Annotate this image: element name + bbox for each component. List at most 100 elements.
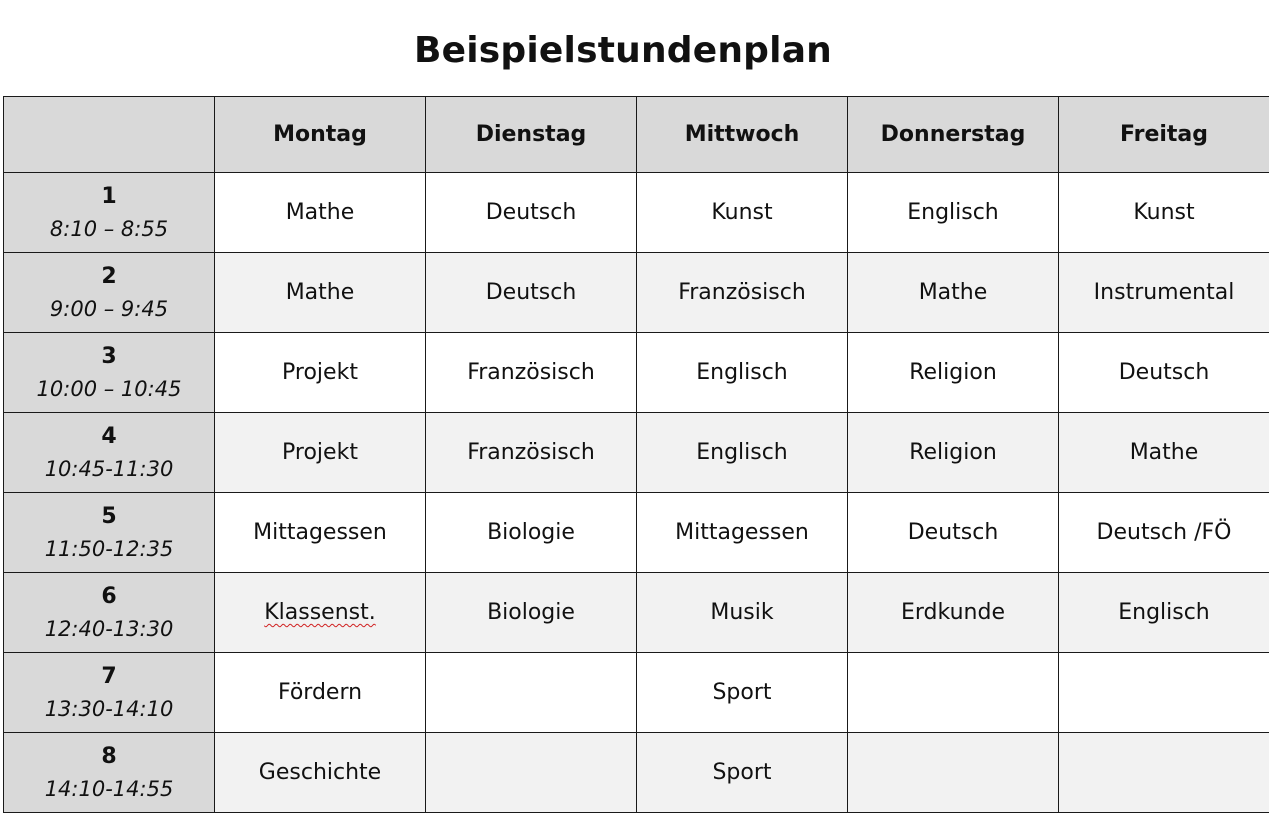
subject-cell: Fördern [214,652,426,733]
subject-cell: Kunst [636,172,848,253]
table-row: 2 9:00 – 9:45 Mathe Deutsch Französisch Mathe… [3,252,1269,333]
subject-text: Deutsch [1118,360,1210,385]
subject-cell: Deutsch [425,252,637,333]
subject-text: Religion [909,440,997,465]
subject-text: Religion [909,360,997,385]
subject-cell: Geschichte [214,732,426,813]
subject-cell: Mathe [847,252,1059,333]
subject-text: Biologie [487,600,575,625]
day-header-dienstag: Dienstag [425,96,637,173]
period-time: 13:30-14:10 [44,696,174,721]
subject-text: Mittagessen [253,520,387,545]
page-title: Beispielstundenplan [413,30,833,71]
subject-cell: Französisch [636,252,848,333]
period-number: 3 [101,343,117,369]
period-time: 9:00 – 9:45 [49,296,169,321]
subject-text: Erdkunde [901,600,1005,625]
subject-text: Mittagessen [675,520,809,545]
period-cell: 2 9:00 – 9:45 [3,252,215,333]
subject-cell: Englisch [1058,572,1269,653]
subject-cell: Englisch [636,332,848,413]
subject-text: Biologie [487,520,575,545]
subject-text: Französisch [467,360,595,385]
day-header-montag: Montag [214,96,426,173]
subject-cell: Klassenst. [214,572,426,653]
header-row: Montag Dienstag Mittwoch Donnerstag Freitag [3,96,1269,173]
day-header-mittwoch: Mittwoch [636,96,848,173]
period-cell: 1 8:10 – 8:55 [3,172,215,253]
subject-cell: Mittagessen [214,492,426,573]
subject-text: Projekt [282,360,358,385]
period-number: 8 [101,743,117,769]
subject-text: Kunst [711,200,773,225]
subject-cell: Deutsch [847,492,1059,573]
subject-text: Kunst [1133,200,1195,225]
subject-text: Englisch [696,440,788,465]
subject-cell: Englisch [847,172,1059,253]
day-header-donnerstag: Donnerstag [847,96,1059,173]
period-time: 14:10-14:55 [44,776,174,801]
subject-cell: Deutsch [425,172,637,253]
period-cell: 8 14:10-14:55 [3,732,215,813]
period-number: 7 [101,663,117,689]
subject-cell [847,652,1059,733]
subject-text: Englisch [1118,600,1210,625]
subject-cell: Sport [636,732,848,813]
corner-cell [3,96,215,173]
subject-cell: Mittagessen [636,492,848,573]
subject-cell [1058,652,1269,733]
timetable: Montag Dienstag Mittwoch Donnerstag Freitag … [3,96,1269,813]
subject-cell: Französisch [425,332,637,413]
subject-text: Deutsch [485,280,577,305]
day-header-freitag: Freitag [1058,96,1269,173]
table-row: 8 14:10-14:55 Geschichte Sport [3,732,1269,813]
period-number: 5 [101,503,117,529]
period-time: 10:00 – 10:45 [36,376,182,401]
subject-text: Klassenst. [264,600,376,625]
subject-cell: Instrumental [1058,252,1269,333]
subject-cell: Mathe [1058,412,1269,493]
subject-text: Englisch [696,360,788,385]
subject-cell [1058,732,1269,813]
table-row: 1 8:10 – 8:55 Mathe Deutsch Kunst Englisch Kun… [3,172,1269,253]
subject-text: Französisch [678,280,806,305]
period-number: 2 [101,263,117,289]
subject-cell: Sport [636,652,848,733]
subject-text: Geschichte [258,760,382,785]
subject-text: Fördern [277,680,363,705]
subject-text: Instrumental [1093,280,1235,305]
period-cell: 6 12:40-13:30 [3,572,215,653]
subject-text: Deutsch /FÖ [1096,520,1232,545]
subject-text: Französisch [467,440,595,465]
subject-cell: Französisch [425,412,637,493]
period-time: 10:45-11:30 [44,456,174,481]
subject-cell: Mathe [214,172,426,253]
subject-cell: Religion [847,412,1059,493]
subject-cell: Musik [636,572,848,653]
subject-text: Projekt [282,440,358,465]
period-time: 12:40-13:30 [44,616,174,641]
subject-cell: Deutsch /FÖ [1058,492,1269,573]
period-cell: 5 11:50-12:35 [3,492,215,573]
subject-text: Musik [710,600,774,625]
period-time: 8:10 – 8:55 [49,216,169,241]
subject-cell: Biologie [425,572,637,653]
subject-text: Mathe [285,280,355,305]
period-cell: 3 10:00 – 10:45 [3,332,215,413]
subject-cell: Kunst [1058,172,1269,253]
period-number: 1 [101,183,117,209]
subject-cell: Projekt [214,412,426,493]
subject-text: Deutsch [907,520,999,545]
subject-cell: Mathe [214,252,426,333]
subject-text: Deutsch [485,200,577,225]
table-row: 3 10:00 – 10:45 Projekt Französisch Englisch… [3,332,1269,413]
subject-cell [847,732,1059,813]
subject-cell: Deutsch [1058,332,1269,413]
table-row: 4 10:45-11:30 Projekt Französisch Englisch Re… [3,412,1269,493]
subject-cell: Projekt [214,332,426,413]
subject-text: Englisch [907,200,999,225]
subject-cell: Religion [847,332,1059,413]
subject-text: Mathe [1129,440,1199,465]
subject-text: Mathe [918,280,988,305]
period-cell: 4 10:45-11:30 [3,412,215,493]
